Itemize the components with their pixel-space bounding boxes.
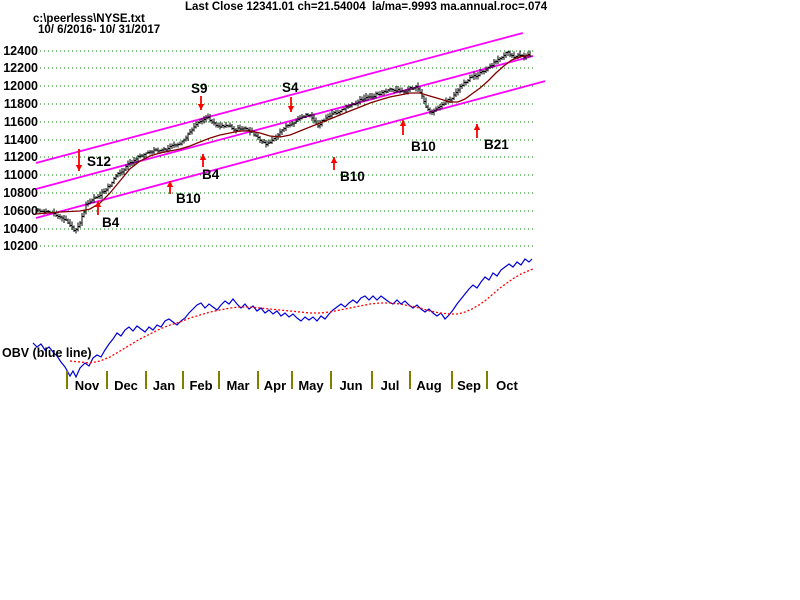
trend-channel-lines bbox=[35, 32, 546, 219]
svg-text:10200: 10200 bbox=[3, 239, 38, 253]
svg-text:B21: B21 bbox=[484, 137, 509, 152]
svg-text:B10: B10 bbox=[340, 169, 365, 184]
svg-text:Mar: Mar bbox=[226, 378, 249, 393]
svg-text:10600: 10600 bbox=[3, 204, 38, 218]
svg-text:11400: 11400 bbox=[4, 133, 38, 147]
svg-text:B10: B10 bbox=[176, 191, 201, 206]
y-axis-labels: 12400 12200 12000 11800 11600 11400 11200 11000… bbox=[3, 44, 38, 253]
svg-text:10800: 10800 bbox=[3, 186, 38, 200]
svg-text:S12: S12 bbox=[87, 154, 111, 169]
svg-text:Jun: Jun bbox=[339, 378, 362, 393]
month-labels: Nov Dec Jan Feb Mar Apr May Jun Jul Aug Sep Oct bbox=[75, 378, 519, 393]
chart-title: Last Close 12341.01 ch=21.54004 la/ma=.9… bbox=[185, 1, 548, 13]
svg-text:S4: S4 bbox=[282, 80, 299, 95]
svg-text:12400: 12400 bbox=[3, 44, 38, 58]
svg-text:B4: B4 bbox=[202, 167, 220, 182]
svg-text:11800: 11800 bbox=[4, 97, 38, 111]
svg-text:10400: 10400 bbox=[3, 222, 38, 236]
svg-text:12200: 12200 bbox=[3, 61, 38, 75]
obv-ma-line bbox=[69, 268, 534, 364]
svg-text:Feb: Feb bbox=[189, 378, 212, 393]
svg-text:11600: 11600 bbox=[4, 115, 38, 129]
svg-text:12000: 12000 bbox=[3, 79, 38, 93]
svg-text:May: May bbox=[298, 378, 324, 393]
svg-text:Jul: Jul bbox=[381, 378, 400, 393]
svg-text:Oct: Oct bbox=[496, 378, 518, 393]
svg-text:Sep: Sep bbox=[457, 378, 481, 393]
svg-text:Nov: Nov bbox=[75, 378, 100, 393]
moving-average-line bbox=[35, 54, 531, 215]
svg-text:11200: 11200 bbox=[4, 150, 38, 164]
svg-text:Aug: Aug bbox=[416, 378, 441, 393]
svg-text:B4: B4 bbox=[102, 215, 120, 230]
svg-text:B10: B10 bbox=[411, 139, 436, 154]
file-path: c:\peerless\NYSE.txt bbox=[33, 13, 145, 25]
svg-text:Apr: Apr bbox=[264, 378, 286, 393]
svg-text:Jan: Jan bbox=[153, 378, 175, 393]
obv-label: OBV (blue line) bbox=[2, 346, 92, 360]
price-bars bbox=[35, 50, 532, 234]
obv-line bbox=[32, 258, 533, 379]
date-range: 10/ 6/2016- 10/ 31/2017 bbox=[38, 24, 161, 36]
month-ticks bbox=[66, 371, 488, 389]
svg-text:11000: 11000 bbox=[4, 168, 38, 182]
svg-text:Dec: Dec bbox=[114, 378, 138, 393]
svg-text:S9: S9 bbox=[191, 81, 208, 96]
